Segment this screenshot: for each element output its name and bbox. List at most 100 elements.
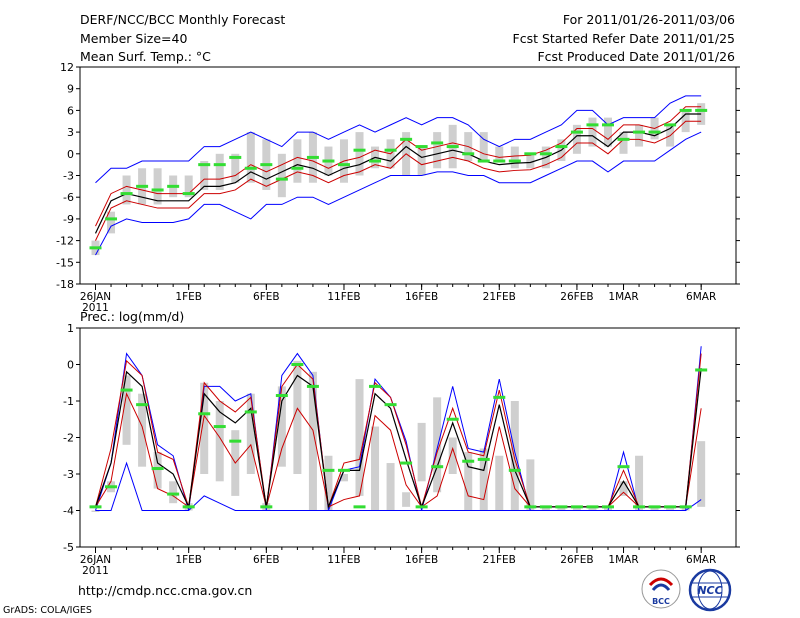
median-marker: [633, 130, 646, 134]
source-url[interactable]: http://cmdp.ncc.cma.gov.cn: [78, 583, 253, 598]
spread-box: [526, 153, 535, 169]
median-marker: [120, 192, 133, 196]
spread-box: [91, 510, 100, 512]
y-tick-label: -3: [63, 468, 74, 481]
y-tick-label: -3: [63, 170, 74, 183]
spread-box: [169, 481, 178, 504]
spread-box: [122, 375, 131, 445]
spread-box: [277, 386, 286, 467]
median-marker: [151, 188, 164, 192]
median-marker: [229, 439, 242, 443]
spread-box: [603, 117, 612, 147]
spread-box: [619, 132, 628, 154]
y-tick-label: 12: [60, 61, 74, 74]
spread-box: [433, 397, 442, 493]
median-marker: [369, 159, 382, 163]
median-marker: [431, 465, 444, 469]
ensemble-mean-line: [94, 368, 702, 510]
median-marker: [679, 505, 692, 509]
median-marker: [337, 468, 350, 472]
y-tick-label: 0: [67, 148, 74, 161]
median-marker: [275, 177, 288, 181]
spread-box: [293, 139, 302, 183]
spread-box: [200, 382, 209, 474]
median-marker: [353, 505, 366, 509]
y-tick-label: 1: [67, 322, 74, 335]
median-marker: [322, 159, 335, 163]
median-marker: [182, 192, 195, 196]
y-tick-label: 0: [67, 359, 74, 372]
median-marker: [493, 395, 506, 399]
spread-box: [557, 506, 566, 511]
y-tick-label: 6: [67, 104, 74, 117]
x-tick-label: 6FEB: [253, 554, 280, 566]
median-marker: [306, 155, 319, 159]
median-marker: [695, 108, 708, 112]
y-tick-label: -2: [63, 432, 74, 445]
y-tick-label: -4: [63, 505, 74, 518]
spread-box: [448, 437, 457, 474]
median-marker: [260, 505, 273, 509]
median-marker: [633, 505, 646, 509]
y-tick-label: -5: [63, 541, 74, 554]
median-marker: [648, 130, 661, 134]
panel-title: Prec.: log(mm/d): [80, 309, 184, 324]
forecast-period: For 2011/01/26-2011/03/06: [562, 12, 735, 27]
refer-date: Fcst Started Refer Date 2011/01/25: [512, 31, 736, 46]
median-marker: [384, 403, 397, 407]
x-tick-label: 6MAR: [686, 554, 716, 566]
spread-box: [371, 426, 380, 511]
median-marker: [617, 137, 630, 141]
variable-label: Mean Surf. Temp.: °C: [80, 49, 211, 64]
median-marker: [477, 159, 490, 163]
median-marker: [291, 363, 304, 366]
spread-box: [588, 117, 597, 147]
median-marker: [601, 123, 614, 127]
spread-box: [246, 132, 255, 183]
spread-box: [635, 124, 644, 147]
median-marker: [198, 163, 211, 167]
x-tick-label: 21FEB: [483, 554, 516, 566]
bcc-logo-text: BCC: [652, 597, 670, 606]
median-marker: [570, 130, 583, 134]
median-marker: [539, 152, 552, 156]
spread-box: [215, 401, 224, 482]
median-marker: [695, 368, 708, 372]
x-tick-label: 1FEB: [175, 291, 202, 303]
median-marker: [524, 152, 537, 156]
chart-title: DERF/NCC/BCC Monthly Forecast: [80, 12, 286, 27]
spread-box: [107, 211, 116, 234]
median-marker: [275, 394, 288, 398]
median-marker: [462, 459, 475, 463]
median-marker: [431, 141, 444, 145]
y-tick-label: -1: [63, 395, 74, 408]
median-marker: [384, 148, 397, 152]
produced-date: Fcst Produced Date 2011/01/26: [537, 49, 735, 64]
median-marker: [167, 492, 180, 496]
median-marker: [322, 468, 335, 472]
x-tick-label: 26JAN: [80, 554, 111, 566]
x-tick-label: 1MAR: [608, 291, 638, 303]
median-marker: [648, 505, 661, 509]
median-marker: [617, 465, 630, 469]
spread-box: [433, 132, 442, 169]
median-marker: [136, 403, 149, 407]
spread-box: [339, 474, 348, 482]
median-marker: [151, 467, 164, 471]
x-tick-label: 1FEB: [175, 554, 202, 566]
spread-box: [153, 168, 162, 205]
ensemble-mean-line: [94, 113, 702, 234]
median-marker: [167, 184, 180, 188]
x-tick-label: 6FEB: [253, 291, 280, 303]
spread-box: [355, 379, 364, 496]
median-marker: [493, 159, 506, 163]
median-marker: [508, 159, 521, 163]
median-marker: [570, 505, 583, 509]
spread-box: [246, 393, 255, 474]
median-marker: [400, 137, 413, 141]
y-tick-label: -12: [56, 235, 74, 248]
median-marker: [586, 123, 599, 127]
